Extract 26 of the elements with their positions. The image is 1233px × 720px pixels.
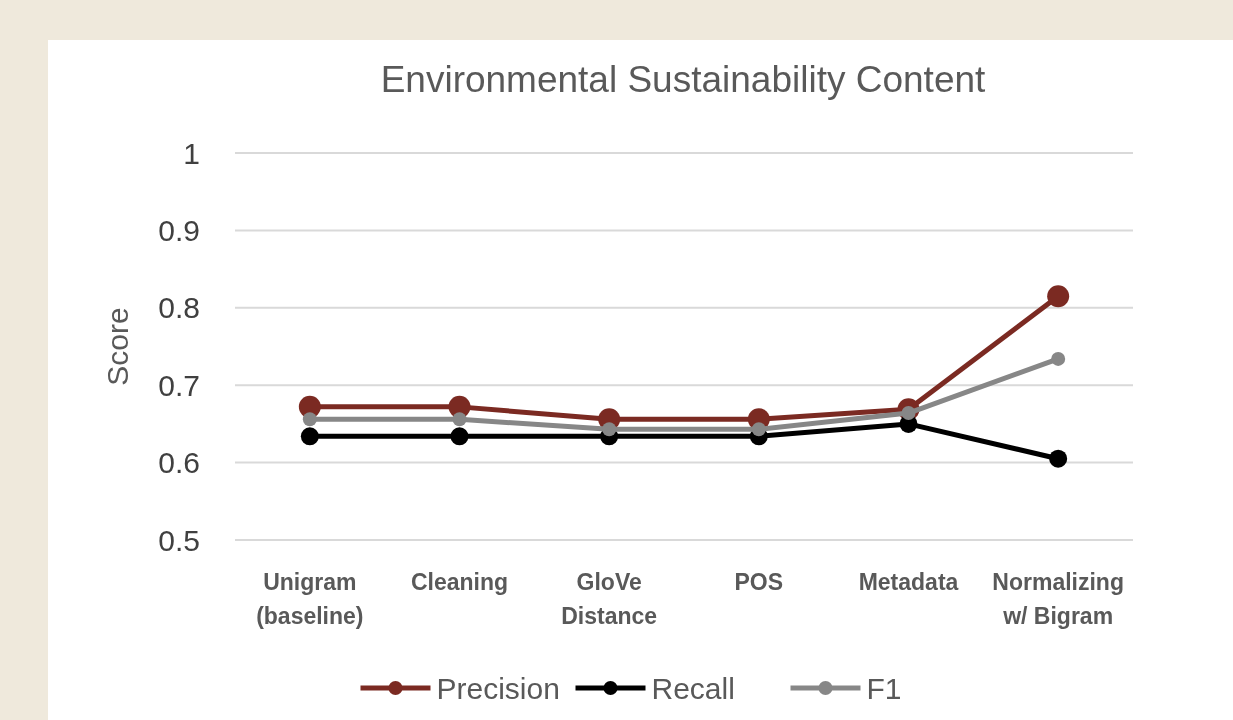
legend-label: F1 [866,671,902,705]
x-tick-label: Normalizing w/ Bigram [992,569,1124,629]
chart-title: Environmental Sustainability Content [380,59,987,100]
point [1047,285,1070,308]
x-tick-label: Cleaning [410,569,509,595]
point [602,422,617,437]
y-tick-label: 1 [183,136,200,170]
y-tick-label: 0.6 [158,446,200,480]
y-tick-label: 0.8 [158,291,200,325]
x-tick-label: GloVe Distance [561,569,658,629]
point [450,427,469,446]
legend-label: Precision [436,671,560,705]
y-axis-title: Score [101,307,134,386]
x-tick-label: Metadata [858,569,959,595]
y-tick-label: 0.5 [158,523,200,557]
x-tick-label: Unigram (baseline) [256,569,364,629]
point [1049,449,1068,468]
point [302,412,317,427]
point [1051,351,1066,366]
y-tick-label: 0.9 [158,213,200,247]
point [300,427,319,446]
x-tick-label: POS [734,569,784,595]
legend-label: Recall [651,671,735,705]
point [452,412,467,427]
y-tick-label: 0.7 [158,368,200,402]
point [751,422,766,437]
